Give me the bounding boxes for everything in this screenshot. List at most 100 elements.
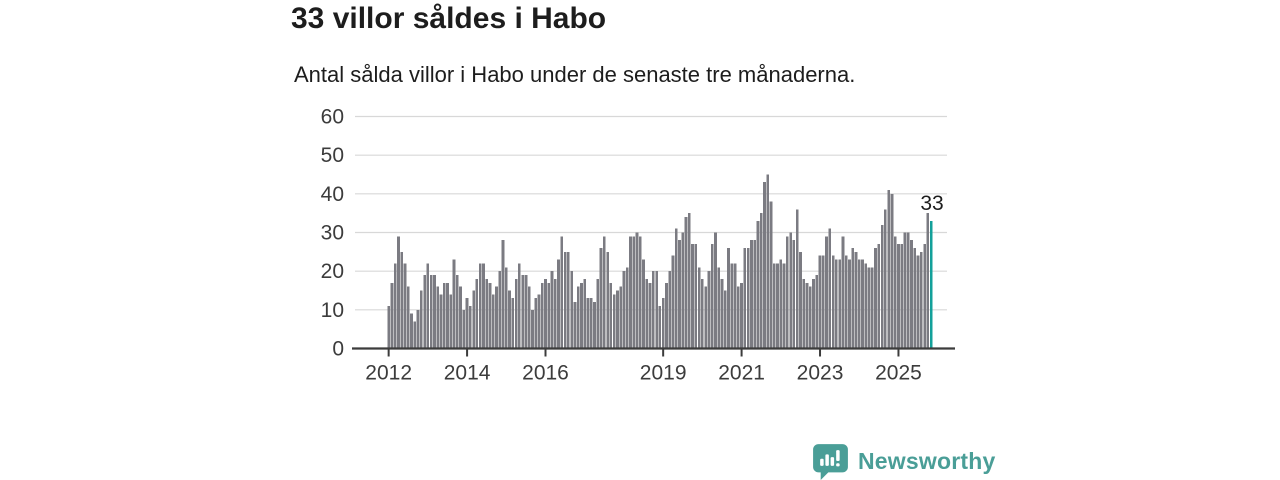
bar: [462, 309, 466, 349]
bar: [452, 259, 456, 349]
y-tick-label-30: 30: [321, 222, 344, 245]
bar: [746, 247, 750, 349]
bar: [665, 282, 668, 349]
bar: [681, 232, 685, 349]
bar: [704, 286, 707, 349]
bar: [576, 286, 580, 349]
bar: [795, 209, 799, 349]
bar: [769, 201, 773, 349]
bar: [397, 236, 400, 349]
bar: [400, 251, 404, 349]
bar: [926, 213, 930, 349]
bar: [867, 267, 871, 349]
bar: [501, 240, 505, 349]
bar: [531, 309, 534, 349]
bar: [671, 255, 675, 349]
bar: [874, 247, 877, 349]
bar: [844, 255, 848, 349]
bar: [498, 271, 502, 349]
newsworthy-logo-link[interactable]: Newsworthy: [812, 443, 995, 480]
y-tick-label-0: 0: [332, 338, 344, 361]
bar: [786, 236, 789, 349]
bar: [848, 259, 851, 349]
bar: [674, 228, 678, 349]
bar: [906, 232, 910, 349]
bar: [870, 267, 874, 349]
x-tick-label-2023: 2023: [797, 362, 844, 385]
bar: [410, 313, 413, 349]
bar: [864, 263, 868, 349]
bar: [567, 251, 570, 349]
bar: [684, 217, 688, 349]
bar: [763, 182, 766, 349]
bar: [459, 286, 462, 349]
bar: [560, 236, 564, 349]
bar: [580, 282, 583, 349]
bar: [625, 267, 629, 349]
bar: [602, 236, 606, 349]
bar: [469, 305, 472, 349]
bar: [393, 263, 397, 349]
bar: [828, 228, 832, 349]
bar: [910, 240, 913, 349]
bar: [916, 255, 920, 349]
x-tick-label-2016: 2016: [522, 362, 569, 385]
bar: [759, 213, 763, 349]
bar: [596, 278, 600, 349]
bar: [482, 263, 485, 349]
bar: [792, 240, 796, 349]
bar: [387, 305, 390, 349]
bar: [488, 282, 492, 349]
bar: [426, 263, 430, 349]
bar: [645, 278, 649, 349]
y-tick-label-10: 10: [321, 299, 344, 322]
bar: [429, 275, 433, 349]
bar: [776, 263, 779, 349]
bar: [900, 244, 904, 349]
bar: [547, 282, 551, 349]
bar: [557, 259, 560, 349]
bar: [753, 240, 757, 349]
bar: [550, 271, 554, 349]
bar: [419, 290, 423, 349]
bar: [854, 251, 858, 349]
x-tick-label-2014: 2014: [444, 362, 491, 385]
bar: [727, 247, 730, 349]
bar: [766, 174, 770, 349]
bar: [390, 282, 394, 349]
bar: [544, 278, 547, 349]
bar: [851, 247, 855, 349]
bar: [923, 244, 926, 349]
bar: [518, 263, 521, 349]
bar: [632, 236, 636, 349]
newsworthy-logo-icon: [813, 444, 848, 480]
bar: [439, 294, 443, 349]
bar: [743, 247, 747, 349]
bar: [638, 236, 642, 349]
bar: [825, 236, 828, 349]
bar: [514, 278, 518, 349]
bar: [495, 286, 498, 349]
bar: [919, 251, 923, 349]
bar: [478, 263, 482, 349]
bar: [887, 189, 890, 349]
bar: [782, 263, 786, 349]
bar: [472, 290, 475, 349]
bar: [540, 282, 544, 349]
bar: [642, 259, 645, 349]
bar: [818, 255, 822, 349]
bar: [635, 232, 639, 349]
x-axis-ticks: 2012 2014 2016 2019 2021 2023 2025: [365, 349, 922, 385]
bar-series: [387, 174, 933, 349]
bar: [733, 263, 737, 349]
bar: [534, 298, 538, 349]
y-tick-label-40: 40: [321, 183, 344, 206]
y-tick-label-20: 20: [321, 260, 344, 283]
bar: [619, 286, 623, 349]
bar: [436, 286, 440, 349]
bar: [442, 282, 446, 349]
bar: [893, 236, 897, 349]
bar: [570, 271, 574, 349]
bar-highlighted: [929, 220, 933, 349]
